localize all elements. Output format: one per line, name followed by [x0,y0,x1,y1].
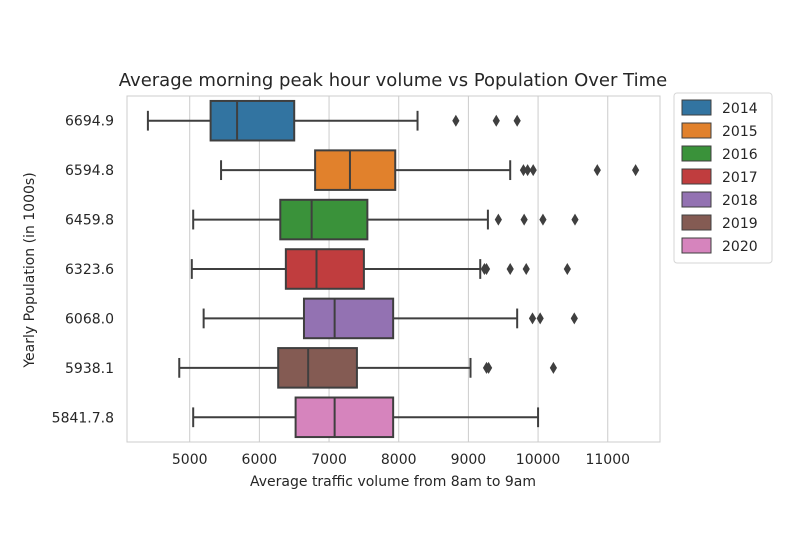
x-tick-label: 8000 [381,452,417,468]
x-tick-label: 9000 [451,452,487,468]
box-iqr [302,297,395,340]
legend-label: 2018 [722,193,758,209]
y-tick-label: 6694.9 [65,114,114,130]
legend-label: 2015 [722,124,758,140]
outlier-point [485,361,493,374]
x-axis-label: Average traffic volume from 8am to 9am [250,474,536,490]
outlier-point [528,312,537,325]
legend-swatch [681,145,712,162]
box-iqr [294,396,395,439]
box-iqr [209,99,296,142]
legend: 2014 2015 2016 2017 2018 2019 2020 [673,92,773,264]
outlier-point [524,164,532,177]
outlier-point [571,213,579,226]
y-tick-label: 6323.6 [65,262,114,278]
box-2015 [220,149,640,191]
outlier-point [570,312,578,325]
x-tick-label: 11000 [585,452,630,468]
legend-swatch [681,214,712,231]
y-tick-label: 5938.1 [65,361,114,377]
outlier-point [513,114,521,127]
outlier-point [482,263,491,275]
x-tick-label: 7000 [311,452,347,468]
legend-swatch [681,191,712,208]
plot-frame [126,95,661,443]
y-axis-label: Yearly Population (in 1000s) [22,172,38,368]
y-tick-label: 6068.0 [65,311,114,327]
legend-swatch [681,237,712,254]
outlier-point [536,312,544,325]
outlier-point [494,213,502,226]
box-iqr [284,248,365,290]
box-iqr [279,198,369,241]
outlier-point [492,114,500,127]
box-2020 [192,396,540,439]
legend-swatch [681,168,712,185]
legend-label: 2019 [722,216,758,232]
x-tick-label: 6000 [242,452,278,468]
box-2014 [146,99,521,142]
x-tick-label: 5000 [172,452,208,468]
box-iqr [277,347,358,389]
legend-swatch [681,99,712,116]
box-2017 [190,248,571,290]
box-2019 [178,347,557,389]
outlier-point [632,164,640,177]
legend-label: 2014 [722,101,758,117]
chart-title: Average morning peak hour volume vs Popu… [119,70,667,91]
legend-swatch [681,122,712,139]
outlier-point [593,164,601,177]
y-tick-label: 5841.7.8 [52,410,114,426]
outlier-point [522,263,530,275]
outlier-point [520,213,528,226]
outlier-point [529,164,537,177]
outlier-point [452,114,460,127]
y-tick-label: 6459.8 [65,213,114,229]
outlier-point [563,263,571,275]
box-2018 [202,297,578,340]
outlier-point [506,263,514,275]
legend-label: 2017 [722,170,758,186]
outlier-point [539,213,547,226]
box-iqr [314,149,397,191]
outlier-point [549,361,557,374]
box-2016 [192,198,579,241]
y-tick-label: 6594.8 [65,163,114,179]
x-tick-label: 10000 [516,452,561,468]
outlier-point [519,164,528,177]
legend-label: 2020 [722,239,758,255]
legend-label: 2016 [722,147,758,163]
